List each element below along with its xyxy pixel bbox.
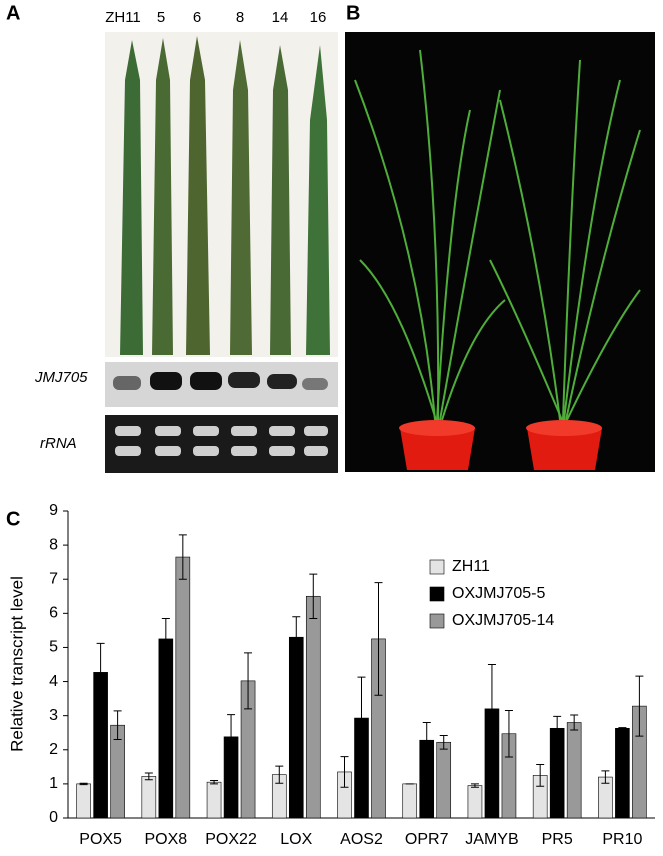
legend-label: OXJMJ705-5 xyxy=(452,585,545,602)
y-tick-label: 2 xyxy=(49,741,58,758)
bar xyxy=(158,638,174,819)
error-bar xyxy=(357,676,366,760)
error-bar xyxy=(422,721,431,759)
lane-label: ZH11 xyxy=(105,9,141,26)
error-bar xyxy=(161,617,170,660)
x-tick-label: JAMYB xyxy=(465,831,518,848)
error-bar xyxy=(178,534,187,580)
lane-label: 5 xyxy=(157,9,165,26)
legend-label: OXJMJ705-14 xyxy=(452,612,554,629)
x-tick-label: LOX xyxy=(280,831,312,848)
legend-swatch xyxy=(429,586,445,602)
y-tick-label: 5 xyxy=(49,639,58,656)
error-bar xyxy=(244,652,253,710)
lane-label: 6 xyxy=(193,9,201,26)
y-tick-label: 0 xyxy=(49,809,58,826)
x-tick-label: AOS2 xyxy=(340,831,383,848)
lane-label: 14 xyxy=(272,9,289,26)
error-bar xyxy=(536,763,545,787)
bar xyxy=(436,741,452,819)
x-tick-label: PR5 xyxy=(542,831,573,848)
error-bar xyxy=(374,582,383,696)
bar xyxy=(467,785,483,819)
bar xyxy=(549,727,565,819)
error-bar xyxy=(113,710,122,741)
bar xyxy=(206,781,222,819)
bar xyxy=(141,776,157,819)
bar xyxy=(402,783,418,819)
y-tick-label: 3 xyxy=(49,707,58,724)
error-bar xyxy=(292,616,301,659)
x-tick-label: POX22 xyxy=(205,831,257,848)
error-bar xyxy=(210,779,219,785)
legend-label: ZH11 xyxy=(452,558,490,575)
bar xyxy=(615,727,630,819)
error-bar xyxy=(340,756,349,788)
bar xyxy=(305,595,321,819)
y-tick-label: 4 xyxy=(49,673,58,690)
x-tick-label: PR10 xyxy=(602,831,642,848)
error-bar xyxy=(601,770,610,784)
error-bar xyxy=(275,765,284,784)
error-bar xyxy=(96,642,105,702)
panel-label: A xyxy=(6,2,20,24)
bar xyxy=(76,783,91,819)
y-tick-label: 6 xyxy=(49,605,58,622)
panel-label: C xyxy=(6,508,20,530)
blot xyxy=(105,362,338,473)
error-bar xyxy=(487,664,496,754)
error-bar xyxy=(227,714,236,760)
error-bar xyxy=(470,783,479,788)
y-tick-label: 7 xyxy=(49,570,58,587)
blot-label: rRNA xyxy=(40,435,77,452)
y-tick-label: 8 xyxy=(49,536,58,553)
error-bar xyxy=(635,675,644,737)
blot-label: JMJ705 xyxy=(34,369,88,386)
y-tick-label: 9 xyxy=(49,502,58,519)
y-tick-label: 1 xyxy=(49,775,58,792)
bar xyxy=(566,722,582,819)
bar xyxy=(288,636,304,819)
x-tick-label: POX5 xyxy=(79,831,122,848)
legend-swatch xyxy=(429,559,445,575)
x-tick-label: POX8 xyxy=(144,831,187,848)
error-bar xyxy=(570,714,579,731)
legend-swatch xyxy=(429,613,445,629)
error-bar xyxy=(618,727,627,730)
bar xyxy=(175,556,191,819)
panel-label: B xyxy=(346,2,360,24)
leaf-photo xyxy=(105,32,338,357)
error-bar xyxy=(439,734,448,750)
error-bar xyxy=(504,710,513,758)
lane-label: 16 xyxy=(310,9,327,26)
x-tick-label: OPR7 xyxy=(405,831,449,848)
lane-label: 8 xyxy=(236,9,244,26)
y-axis-label: Relative transcript level xyxy=(7,576,26,752)
error-bar xyxy=(309,573,318,619)
plant-photo xyxy=(345,32,655,472)
error-bar xyxy=(144,772,153,781)
error-bar xyxy=(553,715,562,741)
error-bar xyxy=(79,782,88,786)
